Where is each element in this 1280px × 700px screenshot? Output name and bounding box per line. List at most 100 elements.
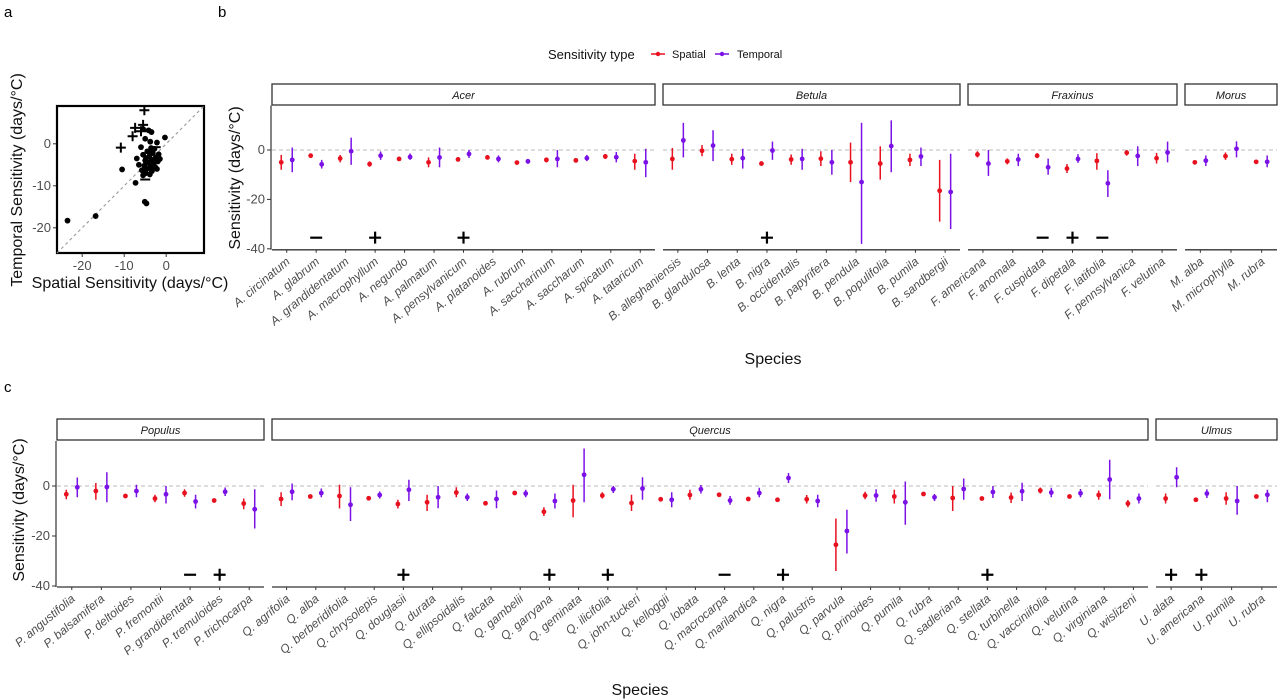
spatial-point (93, 488, 99, 494)
panel-a-reference-line-group (56, 105, 205, 254)
spatial-point (1125, 501, 1131, 506)
y-tick-label: -40 (31, 578, 50, 593)
panel-a-point-plus (115, 142, 126, 153)
significance-plus-marker (1165, 568, 1178, 581)
temporal-point (613, 154, 619, 160)
spatial-point (907, 157, 913, 163)
spatial-point (745, 496, 751, 502)
temporal-point (1135, 153, 1141, 159)
temporal-point (844, 528, 850, 534)
panel-b-y-axis-title: Sensitivity (days/°C) (227, 106, 244, 249)
temporal-point (554, 156, 560, 162)
spatial-point (775, 497, 780, 503)
panel-a-point (151, 157, 157, 164)
facet-strip (967, 83, 1178, 106)
panel-letter-c: c (4, 379, 12, 396)
temporal-point (1107, 477, 1113, 482)
spatial-point (241, 501, 247, 506)
panel-a-point (147, 138, 154, 145)
temporal-point (727, 498, 733, 503)
spatial-point (1067, 494, 1072, 499)
panel-a-point-plus (136, 126, 146, 137)
facet-strip (662, 83, 961, 106)
temporal-point (252, 506, 258, 512)
spatial-point (123, 493, 128, 499)
temporal-point (581, 472, 587, 478)
temporal-point (786, 475, 791, 481)
facet-strip-label: Quercus (689, 425, 731, 437)
spatial-point (804, 496, 810, 502)
spatial-point (891, 494, 897, 499)
temporal-point (643, 159, 649, 165)
temporal-point (407, 154, 413, 160)
temporal-point (435, 494, 441, 500)
temporal-point (1264, 492, 1270, 498)
temporal-point (1136, 496, 1142, 501)
facet-strip (271, 83, 656, 106)
significance-plus-marker (601, 568, 614, 581)
spatial-point (1124, 150, 1130, 156)
spatial-point (396, 156, 402, 162)
spatial-point (483, 500, 488, 506)
temporal-point (494, 496, 499, 502)
spatial-point (1008, 495, 1014, 500)
species-pointrange: U. pumila (1190, 486, 1240, 635)
facet-strip (56, 418, 265, 441)
spatial-point (699, 148, 705, 154)
panel-a-points (64, 105, 168, 224)
panel-a-x-tick-label: 0 (163, 258, 170, 273)
temporal-point (873, 493, 879, 498)
temporal-point (948, 189, 954, 195)
spatial-point (485, 155, 490, 160)
panel-a-point-plus (127, 131, 138, 142)
species-pointrange: M. rubra (1224, 155, 1270, 294)
legend-title: Sensitivity type (548, 47, 635, 62)
temporal-point (377, 492, 383, 498)
temporal-point (348, 502, 353, 508)
temporal-point (222, 489, 228, 495)
temporal-point (163, 491, 169, 497)
legend: Sensitivity type Spatial Temporal (548, 47, 782, 62)
panel-a-point-plus (130, 122, 141, 133)
spatial-point (877, 161, 883, 166)
panel-a-y-ticks: 0 -10 -20 (32, 136, 56, 235)
significance-plus-marker (457, 231, 470, 244)
temporal-point (1234, 498, 1240, 504)
temporal-point (319, 161, 325, 167)
significance-plus-marker (213, 568, 226, 581)
spatial-point (514, 160, 520, 165)
panel-a-point (143, 200, 150, 207)
facet-strip-label: Fraxinus (1051, 90, 1094, 102)
species-pointrange: Q. rubra (892, 491, 937, 631)
spatial-point (1154, 155, 1159, 161)
temporal-point (1045, 164, 1051, 170)
panel-a-y-tick-label: -10 (32, 178, 51, 193)
spatial-point (1253, 494, 1259, 499)
spatial-point (1037, 488, 1043, 493)
spatial-point (1223, 153, 1228, 159)
temporal-point (1174, 474, 1180, 480)
spatial-point (669, 156, 675, 162)
spatial-point (979, 496, 985, 501)
temporal-point (918, 154, 924, 159)
temporal-point (1075, 156, 1081, 162)
species-pointrange: Q. alba (283, 488, 324, 627)
panel-a-point (154, 139, 160, 146)
spatial-point (632, 158, 638, 164)
spatial-point (308, 153, 314, 159)
temporal-point (756, 490, 762, 496)
spatial-point (395, 501, 401, 507)
spatial-point (543, 157, 549, 163)
spatial-point (687, 492, 693, 498)
panel-letter-a: a (4, 4, 13, 21)
significance-plus-marker (1066, 231, 1079, 244)
species-pointrange: A. pensylvanicum (388, 150, 472, 326)
species-pointrange: B. pumila (874, 147, 924, 297)
spatial-point (182, 490, 187, 496)
facet-strip-label: Ulmus (1201, 425, 1233, 437)
spatial-point (455, 156, 461, 162)
panel-a-point (154, 166, 160, 172)
temporal-point (1203, 158, 1209, 164)
panel-a-point (92, 213, 99, 219)
